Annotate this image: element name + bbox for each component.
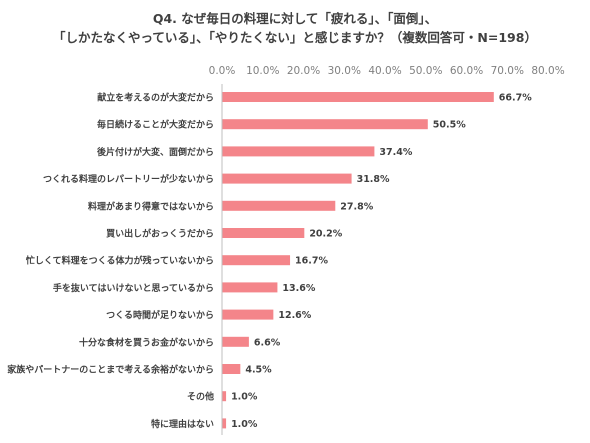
bar — [222, 255, 291, 266]
category-label: 手を抜いてはいけないと思っているから — [53, 282, 214, 294]
category-label: つくる時間が足りないから — [106, 309, 214, 321]
bars — [222, 92, 494, 429]
bar — [222, 418, 227, 429]
value-label: 31.8% — [357, 174, 390, 185]
category-label: 忙しくて料理をつくる体力が残っていないから — [26, 255, 214, 267]
category-label: 買い出しがおっくうだから — [106, 228, 214, 240]
category-label: 家族やパートナーのことまで考える余裕がないから — [7, 364, 214, 376]
bar — [222, 309, 274, 320]
value-label: 27.8% — [340, 201, 373, 212]
x-tick-label: 10.0% — [246, 65, 279, 77]
bar — [222, 92, 494, 102]
x-axis-ticks: 0.0% 10.0% 20.0% 30.0% 40.0% 50.0% 60.0% 70.0% 8… — [209, 65, 565, 77]
value-label: 20.2% — [309, 229, 342, 240]
category-label: 料理があまり得意ではないから — [88, 200, 214, 212]
x-tick-label: 20.0% — [287, 65, 320, 77]
category-label: その他 — [187, 391, 214, 403]
value-label: 37.4% — [379, 147, 412, 158]
category-label: 献立を考えるのが大変だから — [97, 92, 214, 104]
value-label: 1.0% — [231, 392, 258, 403]
x-tick-label: 50.0% — [409, 65, 442, 77]
bar — [222, 119, 428, 130]
bar — [222, 228, 305, 238]
value-label: 12.6% — [278, 310, 311, 321]
bar — [222, 391, 227, 402]
category-labels: 献立を考えるのが大変だから毎日続けることが大変だから後片付けが大変、面倒だからつ… — [7, 92, 214, 430]
bar — [222, 146, 375, 157]
x-tick-label: 60.0% — [450, 65, 483, 77]
chart-title-line-2: 「しかたなくやっている」、「やりたくない」と感じますか？（複数回答可・N=198… — [53, 30, 537, 45]
category-label: 十分な食材を買うお金がないから — [79, 336, 214, 348]
bar — [222, 282, 278, 293]
value-label: 16.7% — [295, 256, 328, 267]
category-label: 特に理由はない — [151, 418, 214, 430]
bar — [222, 173, 352, 184]
value-label: 50.5% — [433, 120, 466, 131]
value-label: 1.0% — [231, 419, 258, 430]
bar — [222, 364, 241, 374]
value-label: 6.6% — [254, 337, 281, 348]
bar — [222, 200, 336, 211]
category-label: 毎日続けることが大変だから — [97, 119, 214, 131]
bar — [222, 336, 249, 347]
value-labels: 66.7% 50.5% 37.4% 31.8% 27.8% 20.2% 16.7% 13.6%… — [231, 93, 532, 430]
chart-title-line-1: Q4. なぜ毎日の料理に対して「疲れる」、「面倒」、 — [152, 11, 438, 26]
x-tick-label: 30.0% — [328, 65, 361, 77]
value-label: 66.7% — [499, 93, 532, 104]
x-tick-label: 80.0% — [531, 65, 564, 77]
category-label: 後片付けが大変、面倒だから — [97, 146, 214, 158]
category-label: つくれる料理のレパートリーが少ないから — [43, 173, 214, 185]
x-tick-label: 70.0% — [491, 65, 524, 77]
value-label: 13.6% — [282, 283, 315, 294]
x-tick-label: 40.0% — [368, 65, 401, 77]
value-label: 4.5% — [245, 365, 272, 376]
x-tick-label: 0.0% — [209, 65, 236, 77]
